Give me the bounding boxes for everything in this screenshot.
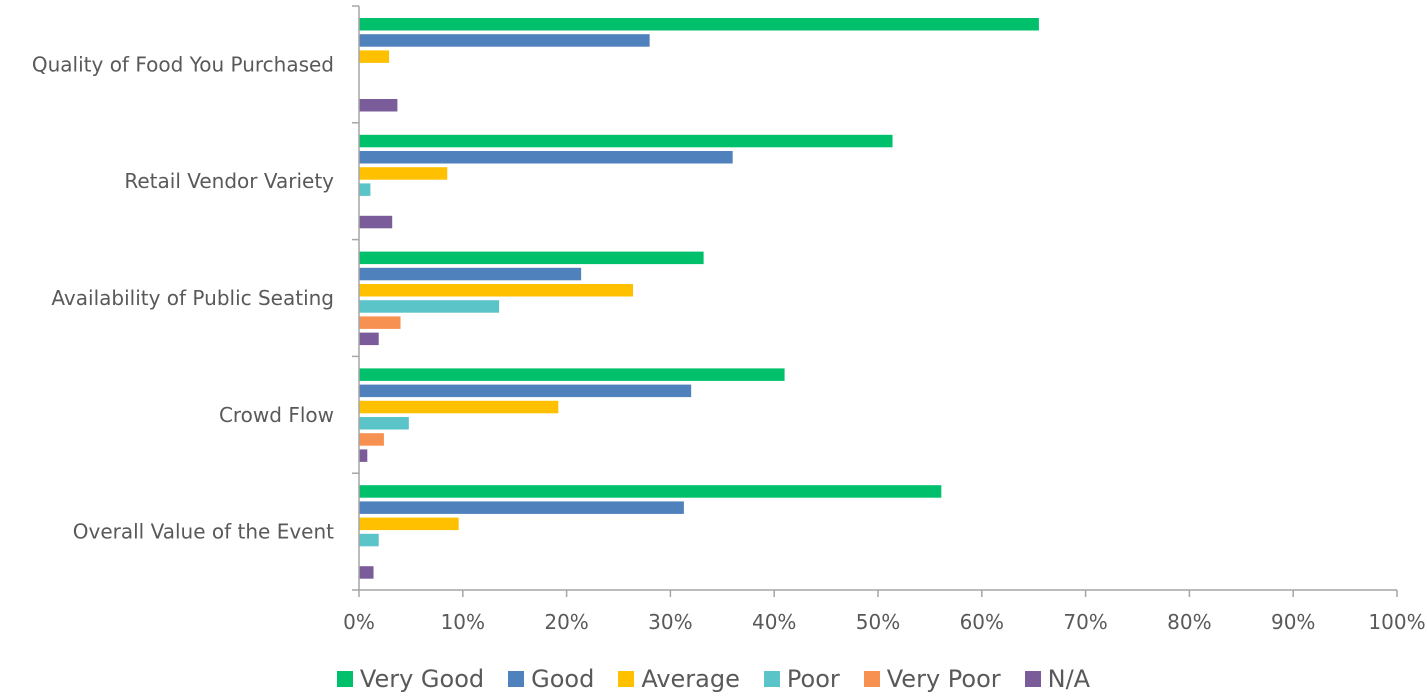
bar-average-4 [359,400,559,414]
x-tick-label: 90% [1271,610,1315,634]
bar-poor-3 [359,300,500,313]
x-tick-label: 30% [648,610,692,634]
bar-poor-2 [359,183,371,196]
x-tick-label: 50% [856,610,900,634]
bar-very-good-3 [359,251,704,265]
bar-good-3 [359,267,582,281]
category-label: Overall Value of the Event [73,520,334,544]
legend-label: Poor [786,665,840,693]
bar-good-5 [359,501,684,514]
legend-swatch [763,671,780,687]
bar-very-poor-4 [359,433,384,446]
chart: Quality of Food You Purchased Retail Vend… [32,5,1426,634]
legend-label: N/A [1047,665,1091,693]
legend-swatch [336,671,353,687]
legend-item: N/A [1024,665,1091,693]
legend-item: Very Poor [863,665,1001,693]
legend-swatch [863,671,880,687]
bar-good-4 [359,384,692,398]
bar-very-good-1 [359,18,1039,31]
x-tick-label: 20% [544,610,588,634]
bar-good-1 [359,34,650,47]
legend-item: Very Good [336,665,485,693]
legend-item: Good [508,665,594,693]
bar-n-a-1 [359,99,398,112]
bar-average-1 [359,50,390,63]
category-label: Quality of Food You Purchased [32,52,334,76]
legend-label: Average [641,665,740,693]
bar-poor-5 [359,533,379,547]
x-tick-label: 10% [441,610,485,634]
legend-swatch [618,671,635,687]
legend-label: Very Poor [886,665,1001,693]
bar-average-5 [359,517,459,531]
legend-label: Good [531,665,595,693]
bar-very-good-2 [359,134,893,148]
legend-swatch [1024,671,1041,687]
x-tick-label: 0% [343,610,375,634]
bar-good-2 [359,151,733,164]
legend: Very Good Good Average Poor Very Poor N/A [0,662,1427,696]
bar-average-2 [359,167,448,180]
bar-poor-4 [359,417,409,430]
category-label: Availability of Public Seating [51,286,334,310]
bar-very-good-5 [359,485,942,498]
category-label: Crowd Flow [219,403,334,427]
x-tick-label: 100% [1368,610,1425,634]
bar-n-a-2 [359,215,393,229]
bar-n-a-5 [359,566,374,579]
bar-average-3 [359,284,634,297]
x-tick-label: 70% [1063,610,1107,634]
legend-item: Average [618,665,740,693]
x-tick-label: 40% [752,610,796,634]
legend-item: Poor [763,665,840,693]
legend-swatch [508,671,525,687]
bar-n-a-4 [359,449,368,462]
x-tick-label: 60% [960,610,1004,634]
x-tick-label: 80% [1167,610,1211,634]
category-label: Retail Vendor Variety [124,169,334,193]
bar-very-poor-3 [359,316,401,329]
bar-n-a-3 [359,332,379,346]
legend-label: Very Good [359,665,485,693]
bar-very-good-4 [359,368,785,381]
